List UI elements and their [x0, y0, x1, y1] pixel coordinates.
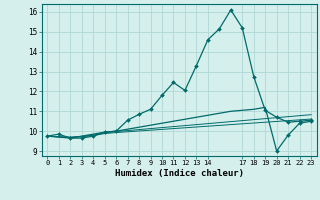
X-axis label: Humidex (Indice chaleur): Humidex (Indice chaleur) — [115, 169, 244, 178]
